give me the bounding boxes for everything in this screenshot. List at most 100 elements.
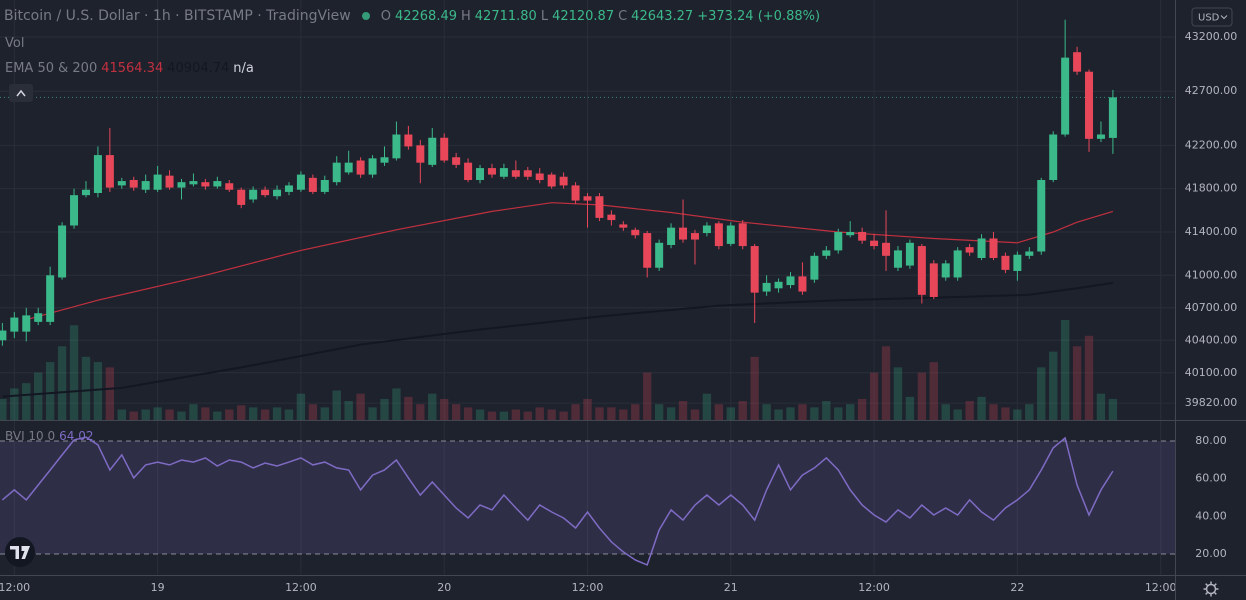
volume-bar bbox=[750, 356, 759, 420]
candle-body bbox=[738, 223, 747, 247]
indicator-label: BVI 10 0 bbox=[5, 429, 56, 443]
volume-bar bbox=[1013, 409, 1022, 420]
ohlc-value: 42711.80 bbox=[474, 8, 537, 24]
ema-header: EMA 50 & 200 41564.34 40904.74 n/a bbox=[5, 61, 254, 76]
currency-button[interactable]: USD bbox=[1191, 7, 1233, 27]
volume-bar bbox=[834, 407, 843, 420]
axis-layer: 43200.00 42700.00 42200.00 41800.00 41400.00… bbox=[0, 30, 1237, 594]
candle-body bbox=[1085, 71, 1094, 139]
indicator-tick-label: 40.00 bbox=[1195, 509, 1227, 522]
volume-bar bbox=[499, 411, 509, 420]
candle-body bbox=[10, 317, 19, 332]
volume-bar bbox=[1084, 335, 1094, 420]
candle-body bbox=[1013, 254, 1022, 271]
y-tick-label: 40100.00 bbox=[1185, 366, 1238, 379]
volume-bar bbox=[463, 407, 473, 420]
volume-bar bbox=[893, 367, 903, 420]
candle-body bbox=[953, 250, 962, 278]
ohlc-value: 42120.87 bbox=[552, 8, 615, 24]
candle-body bbox=[368, 158, 377, 175]
ema-value: n/a bbox=[233, 61, 254, 76]
x-tick-label: 12:00 bbox=[858, 581, 890, 594]
volume-bar bbox=[857, 398, 867, 420]
candle-body bbox=[619, 224, 628, 228]
volume-bar bbox=[726, 407, 735, 420]
candle-body bbox=[141, 181, 150, 190]
candle-body bbox=[237, 189, 246, 205]
ema-line bbox=[2, 281, 1114, 398]
candle-body bbox=[905, 242, 914, 266]
tv-logo[interactable] bbox=[5, 537, 35, 567]
x-tick-label: 12:00 bbox=[0, 581, 30, 594]
collapse-button[interactable] bbox=[9, 84, 33, 102]
candle-layer bbox=[0, 19, 1117, 346]
currency-button-bg[interactable] bbox=[1191, 7, 1233, 27]
tv-logo-bg[interactable] bbox=[5, 537, 35, 567]
volume-bar bbox=[141, 409, 150, 420]
candle-body bbox=[296, 174, 305, 190]
indicator-tick-label: 80.00 bbox=[1195, 434, 1227, 447]
volume-bar bbox=[57, 346, 67, 420]
volume-bar bbox=[1108, 398, 1118, 420]
volume-bar bbox=[81, 356, 91, 420]
volume-bar bbox=[332, 390, 341, 420]
volume-bar bbox=[344, 401, 353, 420]
candle-body bbox=[356, 160, 365, 175]
gear-ring[interactable] bbox=[1205, 583, 1217, 595]
volume-bar bbox=[798, 404, 807, 420]
candle-body bbox=[189, 181, 198, 185]
volume-bar bbox=[201, 407, 210, 420]
volume-bar bbox=[595, 407, 604, 420]
volume-bar bbox=[428, 393, 437, 420]
volume-bar bbox=[1060, 320, 1070, 420]
volume-bar bbox=[905, 396, 915, 420]
volume-bar bbox=[822, 401, 831, 420]
collapse-button-bg[interactable] bbox=[9, 84, 33, 102]
ema-value: 41564.34 bbox=[101, 61, 164, 76]
ema-layer bbox=[0, 96, 1175, 398]
candle-body bbox=[225, 183, 234, 190]
candle-body bbox=[893, 250, 902, 268]
settings-button[interactable] bbox=[1203, 581, 1219, 597]
volume-bar bbox=[666, 407, 676, 420]
indicator-header: BVI 10 0 64.02 bbox=[5, 429, 94, 443]
candle-body bbox=[679, 227, 688, 240]
indicator-layer bbox=[0, 436, 1175, 566]
candle-body bbox=[607, 214, 616, 221]
candle-body bbox=[499, 168, 508, 177]
volume-bar bbox=[380, 398, 389, 420]
status-dot-circle bbox=[361, 12, 370, 20]
candle-body bbox=[547, 174, 556, 187]
candle-body bbox=[428, 137, 437, 165]
volume-bar bbox=[404, 396, 413, 420]
volume-bar bbox=[272, 407, 282, 420]
candle-body bbox=[822, 250, 831, 256]
volume-bar bbox=[308, 404, 318, 420]
volume-bar bbox=[523, 411, 532, 420]
volume-bar bbox=[129, 411, 138, 420]
volume-bar bbox=[296, 393, 306, 420]
candle-body bbox=[858, 231, 867, 241]
candle-body bbox=[70, 195, 79, 226]
volume-bar bbox=[714, 404, 724, 420]
currency-label: USD bbox=[1198, 13, 1220, 24]
candle-body bbox=[1001, 255, 1010, 270]
indicator-band bbox=[0, 440, 1175, 554]
candle-body bbox=[511, 170, 520, 177]
volume-bar bbox=[881, 346, 891, 420]
x-tick-label: 12:00 bbox=[285, 581, 317, 594]
candle-body bbox=[46, 275, 55, 322]
candle-body bbox=[117, 181, 126, 186]
candle-body bbox=[941, 263, 950, 278]
volume-bar bbox=[416, 404, 425, 420]
candle-body bbox=[153, 174, 162, 190]
volume-bar bbox=[1096, 393, 1106, 420]
volume-bar bbox=[511, 409, 521, 420]
volume-bar bbox=[22, 383, 31, 420]
ema-label: EMA 50 & 200 bbox=[5, 61, 98, 76]
candle-body bbox=[965, 247, 974, 253]
ema-line bbox=[26, 202, 1114, 321]
volume-bar bbox=[953, 409, 962, 420]
ohlc-label: O bbox=[380, 8, 391, 24]
